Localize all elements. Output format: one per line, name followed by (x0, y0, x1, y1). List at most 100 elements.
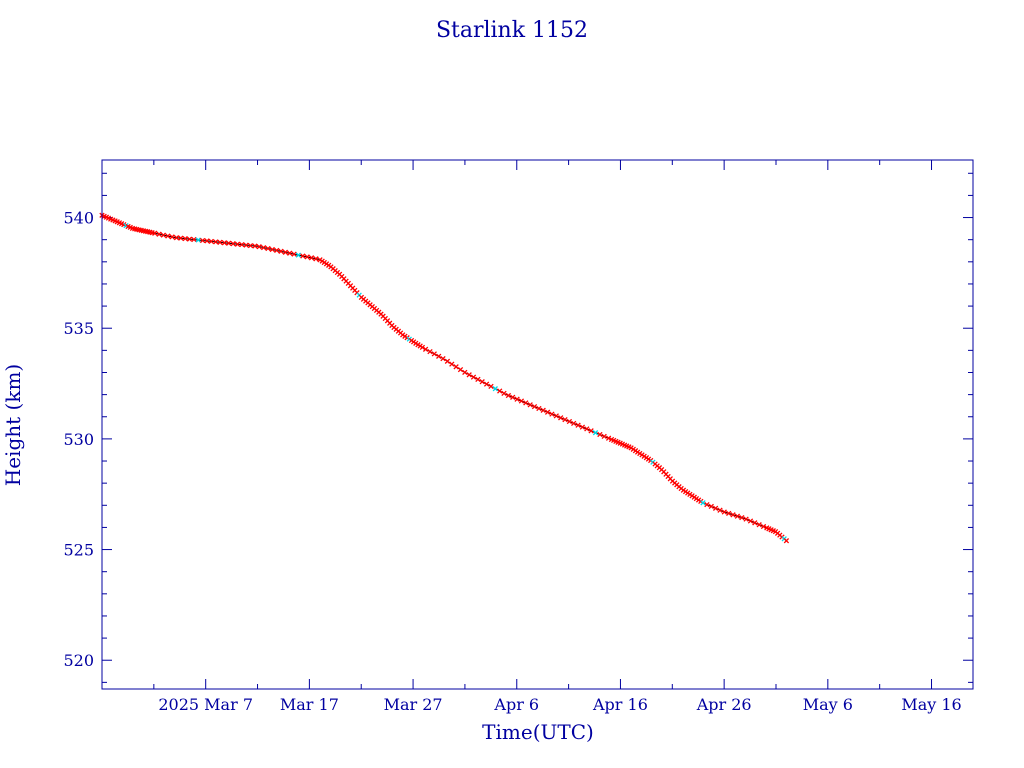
data-point (510, 394, 516, 400)
axis-ticks (102, 160, 973, 689)
x-tick-label: May 16 (901, 695, 961, 714)
x-axis-label: Time(UTC) (482, 720, 594, 744)
data-point (562, 416, 568, 423)
data-point (444, 358, 451, 364)
data-point (199, 237, 206, 244)
data-point (492, 386, 498, 392)
data-point (265, 245, 271, 252)
y-axis-label: Height (km) (1, 364, 25, 486)
data-point (497, 388, 503, 394)
data-point (243, 242, 249, 248)
data-point (717, 507, 723, 513)
data-point (558, 415, 564, 421)
x-tick-label: Mar 27 (384, 695, 443, 714)
x-tick-label: Apr 6 (493, 695, 539, 714)
data-point (186, 236, 193, 242)
x-tick-label: Mar 17 (280, 695, 339, 714)
data-point (300, 253, 306, 259)
data-point (588, 428, 594, 434)
data-point (605, 435, 612, 441)
data-point (704, 501, 710, 508)
data-point (462, 369, 468, 376)
y-tick-label: 520 (63, 651, 94, 670)
y-tick-label: 535 (63, 319, 94, 338)
data-point (488, 383, 494, 390)
data-point (479, 379, 485, 385)
data-point (470, 374, 477, 380)
data-point (169, 234, 175, 240)
data-point (173, 235, 180, 241)
data-point (571, 420, 577, 427)
data-point (431, 351, 437, 357)
data-point (165, 233, 171, 239)
chart-title: Starlink 1152 (436, 18, 588, 43)
data-point (204, 238, 210, 244)
plot-area (99, 212, 790, 544)
data-point (566, 418, 573, 425)
data-point (584, 426, 590, 432)
data-point (575, 422, 581, 428)
data-point (501, 390, 507, 397)
data-point (743, 516, 749, 522)
data-point (531, 403, 538, 410)
data-point (304, 254, 310, 260)
data-point (726, 510, 732, 517)
x-tick-label: Apr 26 (696, 695, 752, 714)
data-point (760, 523, 767, 530)
y-tick-label: 530 (63, 430, 94, 449)
data-point (549, 411, 555, 417)
data-point (252, 243, 258, 249)
data-point (457, 366, 464, 373)
data-point (160, 232, 167, 238)
data-point (287, 250, 293, 256)
data-point (475, 376, 481, 383)
y-tick-label: 540 (63, 209, 94, 228)
y-tick-label: 525 (63, 541, 94, 560)
data-point (419, 344, 426, 351)
data-point (514, 396, 520, 402)
data-point (156, 231, 162, 237)
data-point (217, 239, 223, 245)
series-line (101, 214, 787, 542)
data-point (152, 230, 158, 236)
data-point (427, 348, 433, 355)
x-tick-label: May 6 (803, 695, 853, 714)
data-point (518, 398, 525, 404)
data-point (483, 381, 490, 387)
data-point (536, 405, 542, 412)
data-point (230, 241, 236, 247)
data-point (752, 520, 758, 526)
data-point (256, 244, 262, 250)
data-point (553, 413, 559, 419)
data-point (601, 433, 607, 440)
data-point (544, 409, 551, 415)
data-point (721, 509, 727, 515)
data-point (178, 235, 184, 241)
data-point (579, 424, 586, 430)
data-point (208, 238, 214, 245)
tick-labels: 2025 Mar 7 Mar 17 Mar 27 Apr 6 Apr 16 Apr 26 M… (63, 209, 961, 714)
data-point (756, 522, 762, 528)
data-point (453, 364, 459, 370)
data-point (730, 512, 736, 518)
data-point (182, 235, 188, 242)
data-point (239, 241, 245, 248)
data-point (747, 518, 754, 524)
data-point (449, 361, 455, 367)
x-tick-label: 2025 Mar 7 (158, 695, 253, 714)
data-point (221, 240, 228, 246)
data-point (234, 241, 241, 247)
data-point (291, 251, 297, 257)
data-point (505, 392, 512, 399)
data-point (712, 505, 719, 511)
data-point (436, 353, 442, 359)
data-point (739, 514, 745, 521)
data-point (592, 430, 599, 436)
data-point (708, 503, 714, 510)
data-point (226, 240, 232, 246)
plot-frame (101, 159, 974, 690)
data-point (269, 246, 275, 253)
data-point (213, 239, 219, 245)
data-point (783, 538, 790, 544)
